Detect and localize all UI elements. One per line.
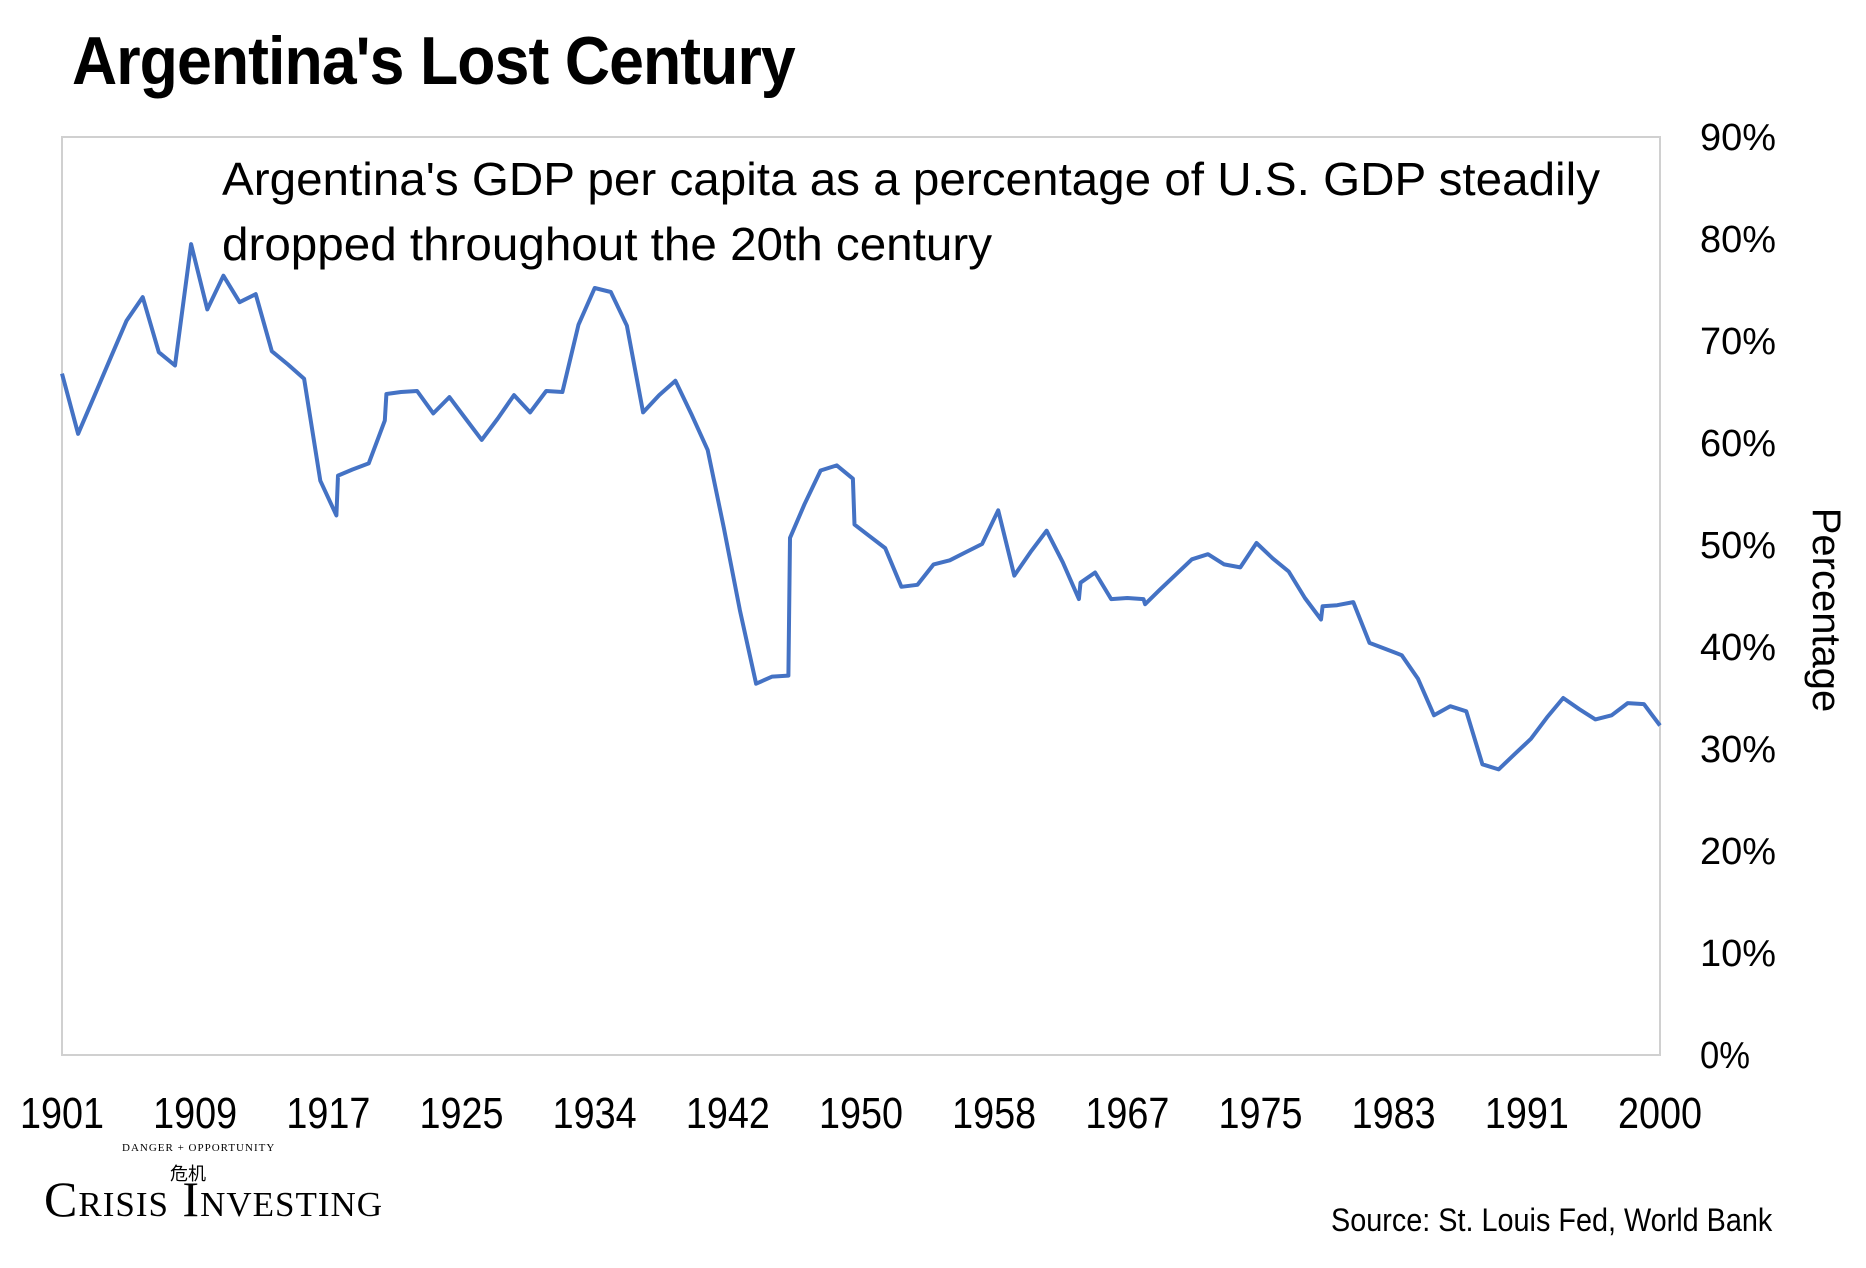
y-tick-label: 40% (1700, 627, 1776, 669)
chart-title: Argentina's Lost Century (72, 23, 796, 99)
y-axis-label: Percentage (1804, 508, 1848, 713)
y-tick-label: 80% (1700, 219, 1776, 261)
source-note: Source: St. Louis Fed, World Bank (1330, 1202, 1772, 1238)
x-tick-label: 1909 (153, 1089, 237, 1138)
logo-mark: 危机 (170, 1164, 206, 1185)
x-tick-label: 1925 (420, 1089, 504, 1138)
chart-annotation: Argentina's GDP per capita as a percenta… (222, 153, 1600, 270)
x-tick-label: 1983 (1352, 1089, 1436, 1138)
y-tick-label: 10% (1700, 933, 1776, 975)
x-axis-ticks: 1901 1909 1917 1925 1934 1942 1950 1958 1967 1975… (20, 1089, 1702, 1138)
annotation-line: dropped throughout the 20th century (222, 218, 992, 270)
x-tick-label: 1975 (1219, 1089, 1303, 1138)
logo-wordmark: Crisis Investing (44, 1171, 383, 1227)
logo-tagline: DANGER + OPPORTUNITY (122, 1142, 276, 1154)
y-tick-label: 70% (1700, 321, 1776, 363)
y-tick-label: 0% (1700, 1035, 1750, 1077)
y-tick-label: 30% (1700, 729, 1776, 771)
x-tick-label: 1958 (952, 1089, 1036, 1138)
y-axis-ticks: 0% 10% 20% 30% 40% 50% 60% 70% 80% 90% (1700, 117, 1776, 1077)
x-tick-label: 1991 (1485, 1089, 1569, 1138)
y-tick-label: 20% (1700, 831, 1776, 873)
x-tick-label: 1942 (686, 1089, 770, 1138)
series-layer (60, 242, 1662, 772)
x-tick-label: 1901 (20, 1089, 104, 1138)
x-tick-label: 1917 (286, 1089, 370, 1138)
x-tick-label: 1967 (1085, 1089, 1169, 1138)
plot-area-frame (61, 136, 1661, 1056)
y-tick-label: 50% (1700, 525, 1776, 567)
crisis-investing-logo: DANGER + OPPORTUNITY 危机 Crisis Investing (44, 1142, 383, 1228)
y-tick-label: 90% (1700, 117, 1776, 159)
x-tick-label: 1950 (819, 1089, 903, 1138)
logo-name: Crisis Investing (44, 1171, 384, 1227)
x-tick-label: 2000 (1618, 1089, 1702, 1138)
series-line-0 (60, 242, 1662, 772)
x-tick-label: 1934 (553, 1089, 637, 1138)
annotation-line: Argentina's GDP per capita as a percenta… (222, 153, 1600, 205)
y-tick-label: 60% (1700, 423, 1776, 465)
